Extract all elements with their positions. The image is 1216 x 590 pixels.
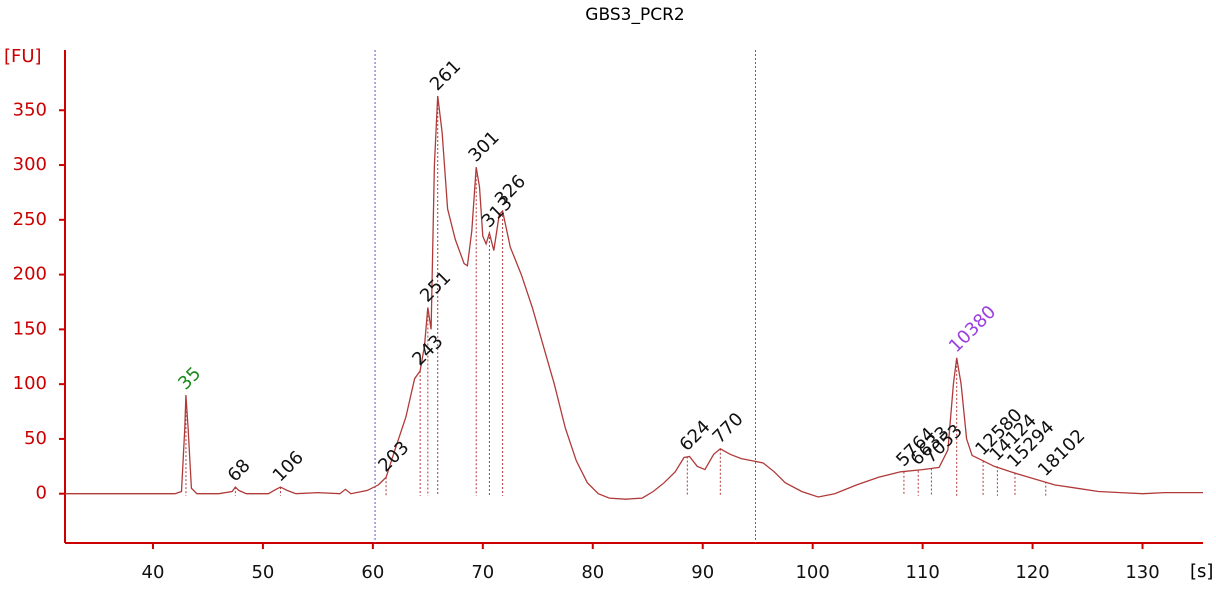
x-axis-label: [s]: [1190, 561, 1213, 582]
x-tick-label: 120: [1015, 562, 1049, 583]
peak-label: 770: [709, 409, 748, 448]
x-tick-label: 110: [905, 562, 939, 583]
y-tick-label: 100: [13, 373, 47, 394]
peak-label: 106: [269, 447, 308, 486]
x-tick-label: 100: [795, 562, 829, 583]
peak-label: 624: [676, 416, 715, 455]
y-tick-label: 350: [13, 99, 47, 120]
trace: [65, 95, 1203, 500]
peak-label: 301: [464, 127, 503, 166]
y-tick-label: 50: [24, 428, 47, 449]
y-tick-label: 150: [13, 318, 47, 339]
x-tick-label: 130: [1125, 562, 1159, 583]
peak-label: 261: [426, 56, 465, 95]
peak-label: 243: [408, 331, 447, 370]
chart-title: GBS3_PCR2: [585, 5, 684, 25]
peak-label: 35: [174, 363, 205, 394]
y-tick-label: 300: [13, 154, 47, 175]
y-axis-label: [FU]: [4, 46, 42, 67]
y-tick-label: 200: [13, 264, 47, 285]
y-tick-label: 0: [36, 483, 47, 504]
x-tick-label: 70: [471, 562, 494, 583]
x-tick-label: 40: [142, 562, 165, 583]
x-tick-label: 90: [691, 562, 714, 583]
peak-label: 68: [224, 455, 255, 486]
x-tick-label: 80: [581, 562, 604, 583]
x-tick-label: 50: [251, 562, 274, 583]
peak-label: 251: [416, 267, 455, 306]
peak-label: 203: [374, 437, 413, 476]
peak-label: 10380: [945, 302, 1000, 357]
x-tick-label: 60: [361, 562, 384, 583]
y-tick-label: 250: [13, 209, 47, 230]
